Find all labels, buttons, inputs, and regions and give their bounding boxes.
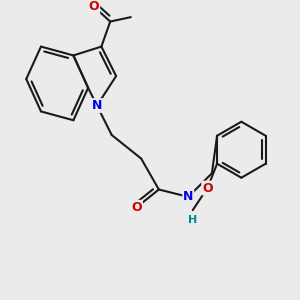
Text: H: H — [188, 215, 197, 225]
Text: O: O — [202, 182, 213, 194]
Text: N: N — [183, 190, 194, 203]
Text: O: O — [89, 0, 99, 13]
Text: N: N — [92, 99, 102, 112]
Text: O: O — [131, 201, 142, 214]
